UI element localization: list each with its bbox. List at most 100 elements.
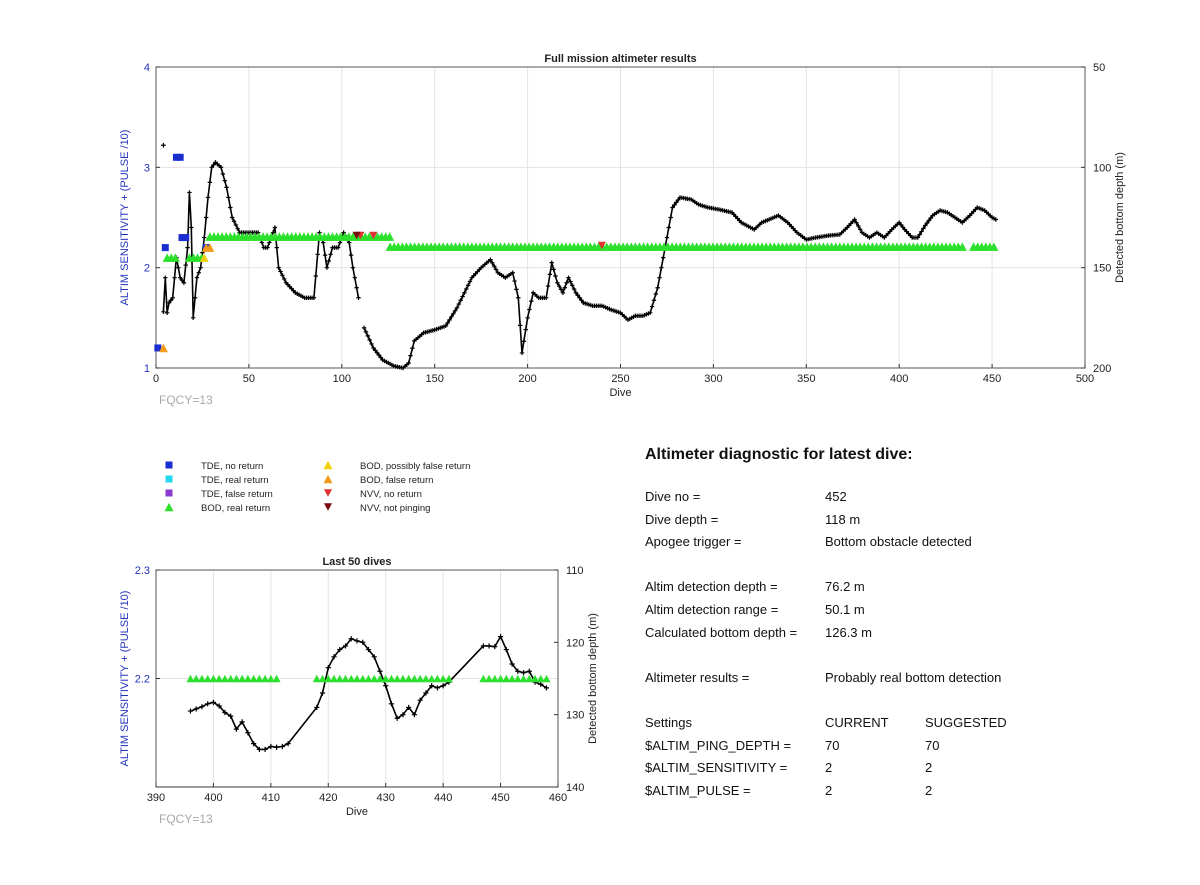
depth-point	[924, 220, 930, 226]
nvv-marker	[597, 241, 606, 250]
y-axis-label: ALTIM SENSITIVITY + (PULSE /10)	[119, 130, 131, 306]
depth-point	[919, 229, 924, 234]
depth-point	[367, 337, 372, 343]
depth-point	[651, 298, 657, 303]
y2-tick-label: 140	[566, 782, 584, 794]
nvv-marker	[352, 231, 361, 240]
depth-point	[361, 325, 367, 331]
depth-point	[190, 315, 196, 321]
depth-point	[377, 668, 383, 674]
depth-point	[211, 162, 216, 168]
depth-point	[520, 670, 527, 676]
depth-point	[198, 265, 203, 270]
sensitivity-row: $ALTIM_SENSITIVITY = 2 2	[645, 757, 1165, 780]
bod-real-marker	[249, 674, 258, 683]
tde-marker	[182, 234, 190, 242]
pulse-row: $ALTIM_PULSE = 2 2	[645, 780, 1165, 803]
depth-point	[454, 305, 460, 310]
depth-point	[222, 709, 228, 716]
depth-point	[371, 345, 376, 351]
depth-point	[993, 217, 999, 222]
x-tick-label: 350	[797, 373, 815, 385]
depth-point	[452, 308, 458, 314]
depth-point	[553, 273, 558, 279]
depth-point	[324, 265, 330, 270]
bod-real-marker	[490, 674, 499, 683]
depth-point	[649, 304, 655, 309]
chart-title: Last 50 dives	[322, 556, 391, 568]
dive-no-label: Dive no =	[645, 489, 701, 504]
depth-point	[852, 217, 857, 222]
x-tick-label: 410	[262, 792, 280, 804]
depth-point	[449, 314, 454, 320]
y2-tick-label: 110	[566, 565, 584, 577]
depth-point	[512, 278, 517, 284]
depth-point	[523, 327, 528, 332]
depth-point	[571, 286, 577, 292]
bod-real-marker	[485, 674, 494, 683]
dive-depth-value: 118 m	[825, 511, 861, 527]
depth-point	[170, 295, 175, 300]
settings-header-row: Settings CURRENT SUGGESTED	[645, 712, 1165, 735]
depth-point	[897, 220, 902, 225]
depth-point	[352, 275, 358, 280]
legend-marker	[324, 503, 332, 511]
depth-point	[460, 294, 465, 299]
depth-point	[350, 265, 356, 270]
bod-real-marker	[989, 242, 999, 251]
y2-tick-label: 50	[1093, 62, 1105, 74]
depth-point	[341, 230, 346, 235]
depth-point	[235, 226, 240, 231]
detection-depth-label: Altim detection depth =	[645, 579, 778, 595]
depth-point	[187, 708, 194, 714]
depth-point	[493, 267, 499, 272]
depth-point	[331, 654, 337, 660]
calculated-depth-label: Calculated bottom depth =	[645, 624, 798, 640]
dive-no-row: Dive no = 452	[645, 486, 1165, 509]
depth-point	[233, 222, 239, 228]
depth-point	[259, 240, 265, 245]
depth-point	[648, 310, 653, 316]
depth-point	[278, 269, 283, 274]
y-axis-label: ALTIM SENSITIVITY + (PULSE /10)	[119, 591, 131, 767]
depth-point	[285, 741, 291, 747]
depth-point	[569, 283, 575, 288]
depth-point	[373, 348, 378, 353]
bod-real-marker	[312, 674, 321, 683]
results-value: Probably real bottom detection	[825, 669, 1002, 685]
bod-real-marker	[381, 674, 390, 683]
bod-real-marker	[421, 674, 430, 683]
pulse-label: $ALTIM_PULSE =	[645, 782, 751, 798]
depth-point	[270, 230, 276, 235]
bod-real-marker	[525, 674, 534, 683]
depth-point	[322, 252, 328, 258]
detection-range-value: 50.1 m	[825, 601, 865, 617]
depth-point	[575, 293, 580, 298]
depth-point	[262, 746, 268, 752]
bod-real-marker	[404, 674, 413, 683]
bod-real-marker	[536, 674, 545, 683]
depth-point	[378, 355, 384, 360]
bod-real-marker	[266, 674, 275, 683]
bod-real-marker	[444, 674, 453, 683]
bod-real-marker	[215, 674, 224, 683]
bod-real-marker	[393, 674, 402, 683]
depth-point	[207, 180, 213, 185]
depth-point	[675, 197, 681, 203]
bod-real-marker	[542, 674, 551, 683]
depth-point	[183, 262, 188, 268]
depth-point	[376, 352, 382, 358]
bod-real-marker	[272, 674, 281, 683]
depth-point	[464, 286, 469, 292]
depth-point	[383, 683, 389, 689]
depth-point	[497, 633, 504, 640]
depth-point	[187, 190, 192, 195]
depth-point	[245, 730, 251, 736]
bod-real-marker	[387, 674, 396, 683]
depth-point	[564, 280, 569, 285]
depth-point	[547, 272, 553, 277]
bod-real-marker	[416, 674, 425, 683]
depth-point	[445, 320, 450, 326]
depth-point	[194, 275, 200, 280]
depth-point	[921, 226, 926, 231]
